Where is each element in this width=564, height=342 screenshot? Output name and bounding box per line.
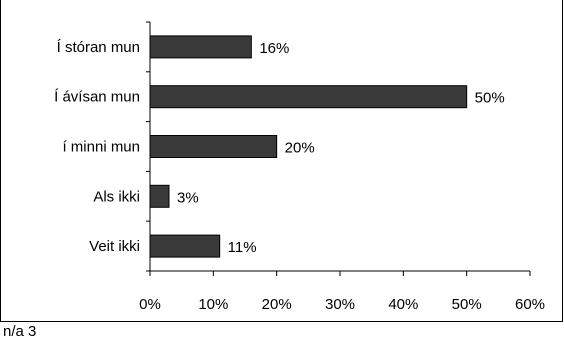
- category-label-0: Í stóran mun: [57, 39, 140, 56]
- x-tick-label-6: 60%: [515, 296, 545, 313]
- axes-group: [146, 21, 531, 276]
- footnote: n/a 3: [3, 323, 37, 340]
- x-tick-label-5: 50%: [452, 296, 482, 313]
- bar-4: [149, 234, 221, 258]
- bars-group: [149, 35, 468, 258]
- chart-frame: [0, 0, 563, 322]
- data-label-3: 3%: [177, 189, 199, 206]
- x-tick-label-3: 30%: [325, 296, 355, 313]
- data-label-2: 20%: [285, 140, 315, 157]
- x-tick-label-0: 0%: [139, 296, 161, 313]
- category-label-4: Veit ikki: [89, 238, 140, 255]
- category-label-1: Í ávísan mun: [54, 89, 140, 106]
- bar-3: [149, 184, 170, 208]
- category-label-2: í minni mun: [62, 139, 140, 156]
- data-label-0: 16%: [259, 40, 289, 57]
- bar-chart: Í stóran mun 16% Í ávísan mun 50% í minni mu…: [54, 21, 545, 313]
- x-tick-label-1: 10%: [198, 296, 228, 313]
- category-label-3: Als ikki: [93, 188, 140, 205]
- x-tick-label-2: 20%: [262, 296, 292, 313]
- data-label-1: 50%: [475, 90, 505, 107]
- bar-1: [149, 85, 468, 109]
- bar-0: [149, 35, 252, 59]
- bar-2: [149, 135, 278, 158]
- x-tick-label-4: 40%: [388, 296, 418, 313]
- labels-group: Í stóran mun 16% Í ávísan mun 50% í minni mu…: [54, 39, 545, 313]
- data-label-4: 11%: [228, 239, 257, 256]
